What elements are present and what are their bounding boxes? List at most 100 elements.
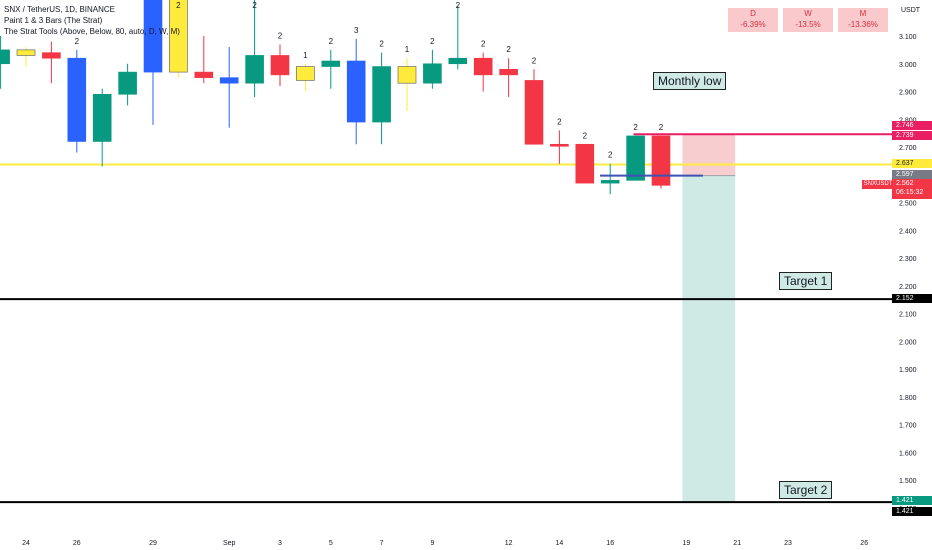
x-tick-label-4: 3 xyxy=(278,540,282,547)
chart-legend: SNX / TetherUS, 1D, BINANCE Paint 1 & 3 … xyxy=(4,4,180,37)
candle-body-26 xyxy=(651,135,671,186)
monthly-low-label[interactable]: Monthly low xyxy=(653,72,727,90)
last-price-tag: 2.562 06:15:32 xyxy=(892,179,932,199)
tf-box-daily: D -6.39% xyxy=(728,8,778,32)
candle-body-8 xyxy=(194,71,214,78)
tf-label: M xyxy=(859,9,867,18)
candle-body-4 xyxy=(92,93,112,142)
strat-label-14: 3 xyxy=(354,26,359,35)
strat-label-16: 1 xyxy=(405,45,410,54)
x-tick-label-5: 5 xyxy=(329,540,333,547)
candle-body-0 xyxy=(0,49,10,65)
price-tag-2746: 2.746 xyxy=(892,121,932,130)
strat-label-11: 2 xyxy=(278,31,283,40)
indicator-2: The Strat Tools (Above, Below, 80, auto,… xyxy=(4,27,180,36)
y-tick-label-2: 2.900 xyxy=(899,90,917,97)
x-tick-label-10: 16 xyxy=(606,540,614,547)
strat-label-20: 2 xyxy=(506,45,511,54)
strat-label-17: 2 xyxy=(430,37,435,46)
y-tick-label-9: 2.200 xyxy=(899,284,917,291)
candle-body-24 xyxy=(600,180,620,184)
strat-label-22: 2 xyxy=(557,117,562,126)
candle-body-13 xyxy=(321,60,341,67)
candle-body-5 xyxy=(118,71,137,95)
x-tick-label-12: 21 xyxy=(733,540,741,547)
y-tick-label-1: 3.000 xyxy=(899,62,917,69)
y-tick-label-7: 2.400 xyxy=(899,228,917,235)
candle-body-2 xyxy=(42,52,61,59)
price-axis-bg xyxy=(893,0,932,550)
y-tick-label-4: 2.700 xyxy=(899,145,917,152)
strat-label-15: 2 xyxy=(379,40,384,49)
candle-body-23 xyxy=(575,143,595,184)
strat-label-24: 2 xyxy=(608,151,613,160)
x-tick-label-1: 26 xyxy=(73,540,81,547)
candle-body-25 xyxy=(626,135,645,181)
candle-body-16 xyxy=(397,66,417,84)
y-tick-label-8: 2.300 xyxy=(899,256,917,263)
candle-body-14 xyxy=(346,60,366,123)
y-tick-label-3: 2.800 xyxy=(899,117,917,124)
strat-label-3: 2 xyxy=(75,37,80,46)
candle-body-18 xyxy=(448,57,468,65)
candle-body-17 xyxy=(423,63,442,84)
candle-body-21 xyxy=(524,80,544,145)
strat-label-10: 2 xyxy=(252,1,257,10)
price-tag-1421-green: 1.421 xyxy=(892,496,932,505)
target1-label[interactable]: Target 1 xyxy=(779,272,833,290)
strat-label-18: 2 xyxy=(456,1,461,10)
take-profit-zone xyxy=(682,175,736,503)
y-tick-label-16: 1.500 xyxy=(899,478,917,485)
y-tick-label-12: 1.900 xyxy=(899,367,917,374)
ticker-tag: SNXUSDT xyxy=(862,180,894,189)
candle-body-20 xyxy=(499,69,518,76)
candle-body-10 xyxy=(245,55,264,84)
candle-body-1 xyxy=(16,49,36,56)
price-tag-2739: 2.739 xyxy=(892,131,932,140)
tf-box-monthly: M -13.36% xyxy=(838,8,888,32)
y-tick-label-0: 3.100 xyxy=(899,34,917,41)
last-price-value: 2.562 xyxy=(896,180,914,187)
x-tick-label-9: 14 xyxy=(556,540,564,547)
candle-body-15 xyxy=(372,66,391,123)
x-tick-label-2: 29 xyxy=(149,540,157,547)
x-tick-label-0: 24 xyxy=(22,540,30,547)
tf-value: -13.36% xyxy=(848,20,878,29)
y-tick-label-6: 2.500 xyxy=(899,201,917,208)
candle-body-9 xyxy=(219,77,239,84)
x-tick-label-8: 12 xyxy=(505,540,513,547)
strat-label-25: 2 xyxy=(633,123,638,132)
target2-label[interactable]: Target 2 xyxy=(779,481,833,499)
x-tick-label-13: 23 xyxy=(784,540,792,547)
x-tick-label-7: 9 xyxy=(430,540,434,547)
candle-body-3 xyxy=(67,57,87,142)
countdown-timer: 06:15:32 xyxy=(896,189,924,196)
y-tick-label-15: 1.600 xyxy=(899,450,917,457)
strat-label-21: 2 xyxy=(532,56,537,65)
candle-body-12 xyxy=(296,66,315,81)
tf-box-weekly: W -13.5% xyxy=(783,8,833,32)
x-tick-label-6: 7 xyxy=(380,540,384,547)
tf-label: D xyxy=(750,9,756,18)
strat-label-12: 1 xyxy=(303,51,308,60)
strat-label-19: 2 xyxy=(481,40,486,49)
stop-loss-zone xyxy=(682,134,736,176)
y-tick-label-10: 2.100 xyxy=(899,312,917,319)
indicator-1: Paint 1 & 3 Bars (The Strat) xyxy=(4,16,103,25)
candle-body-19 xyxy=(473,57,493,76)
price-tag-2597: 2.597 xyxy=(892,170,932,179)
strat-label-7: 2 xyxy=(176,1,181,10)
y-tick-label-11: 2.000 xyxy=(899,339,917,346)
axis-unit: USDT xyxy=(901,7,921,14)
price-tag-1421-black: 1.421 xyxy=(892,507,932,516)
tf-value: -6.39% xyxy=(740,20,766,29)
y-tick-label-14: 1.700 xyxy=(899,423,917,430)
price-tag-2637: 2.637 xyxy=(892,159,932,168)
candle-body-7 xyxy=(169,0,188,73)
candle-body-11 xyxy=(270,55,290,76)
strat-label-26: 2 xyxy=(659,123,664,132)
x-tick-label-3: Sep xyxy=(223,540,236,547)
strat-label-13: 2 xyxy=(329,37,334,46)
tf-value: -13.5% xyxy=(795,20,821,29)
